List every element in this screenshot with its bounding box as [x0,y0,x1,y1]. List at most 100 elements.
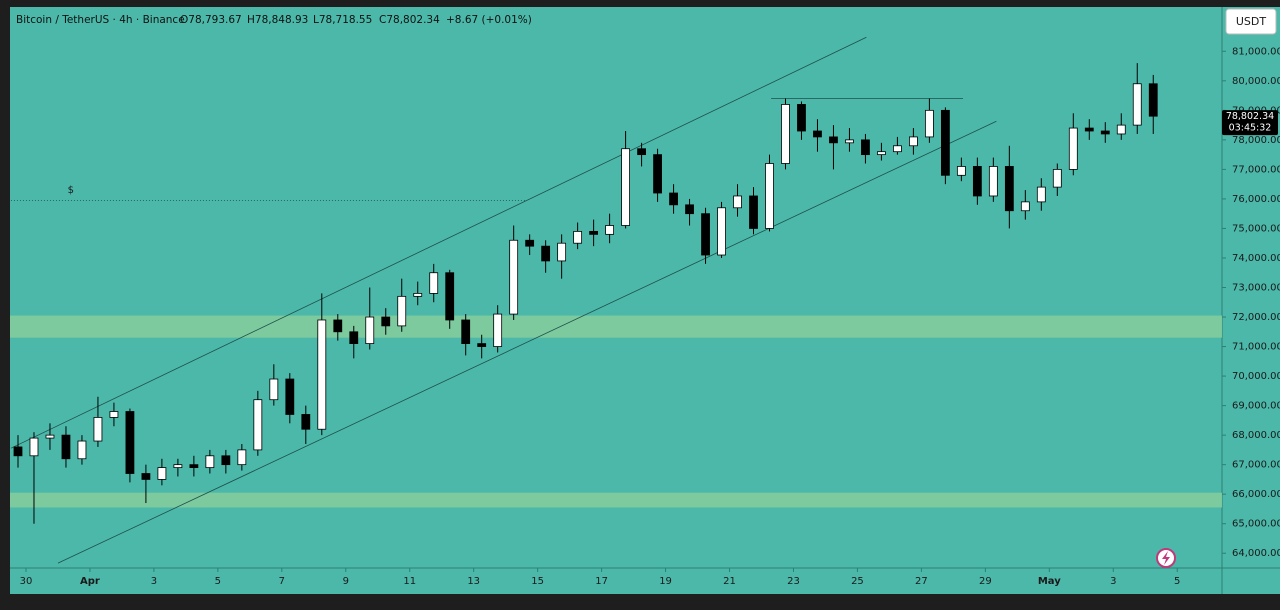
x-tick-label: 5 [1174,576,1180,587]
candle-body [109,411,119,418]
candle-body [589,230,599,235]
y-tick-label: 71,000.00 [1232,342,1280,353]
candle-body [509,239,519,315]
zone [10,492,1222,508]
candle-body [541,245,551,262]
candle-body [205,455,215,469]
candle-body [829,136,838,144]
candle-body [349,331,359,344]
candle-body [685,204,694,215]
candle-body [701,213,710,256]
price-tag-label: 78,802.34 [1226,111,1274,122]
candle-body [1052,168,1062,188]
candle-body [365,316,375,344]
candle-body [269,378,279,401]
candle-body [45,434,55,439]
symbol: Bitcoin / TetherUS · 4h · Binance [16,14,185,26]
ohlc-close: C78,802.34 [379,14,440,26]
candle-body [397,295,407,327]
candle-body [285,378,295,415]
candle-body [1100,130,1110,135]
ohlc-low: L78,718.55 [313,14,372,26]
currency-button[interactable] [1225,8,1277,35]
countdown: 03:45:32 [1229,123,1272,134]
x-tick-label: 11 [403,576,416,587]
candle-body [61,434,71,460]
x-tick-label: 7 [279,576,285,587]
candle-body [381,316,391,327]
candle-body [221,455,231,466]
candle-body [1020,201,1030,212]
candle-body [1004,166,1014,212]
y-tick-label: 64,000.00 [1232,548,1280,559]
y-tick-label: 77,000.00 [1232,164,1280,175]
candle-body [924,109,934,138]
y-tick-label: 78,000.00 [1232,135,1280,146]
x-tick-label: 21 [723,576,736,587]
candle-body [781,104,790,164]
candle-body [477,343,487,347]
x-tick-label: 15 [531,576,544,587]
x-tick-label: 13 [467,576,480,587]
candle-body [77,440,87,460]
candle-body [237,449,247,466]
price-tag [1222,110,1278,136]
candle-body [893,145,902,153]
candle-body [717,207,726,256]
y-tick-label: 75,000.00 [1232,223,1280,234]
candle-body [909,136,918,147]
y-tick-label: 76,000.00 [1232,194,1280,205]
y-tick-label: 70,000.00 [1232,371,1280,382]
x-tick-label: 3 [151,576,157,587]
candle-body [765,163,774,229]
y-tick-label: 72,000.00 [1232,312,1280,323]
candle-body [189,464,199,469]
candle-body [956,166,966,176]
candle-body [1036,186,1046,203]
candle-body [493,313,503,347]
y-tick-label: 73,000.00 [1232,283,1280,294]
candle-body [1084,127,1094,132]
currency-button-label[interactable]: USDT [1236,15,1267,28]
x-tick-label: 19 [659,576,672,587]
candle-body [333,319,343,333]
candle-body [157,467,167,480]
candle-body [301,414,311,430]
assistant-icon-bolt [1162,551,1170,565]
candle-body [525,239,535,247]
candle-body [669,192,678,206]
candle-body [141,473,151,480]
x-tick-label: 30 [20,576,33,587]
x-tick-label: Apr [80,576,100,587]
candle-body [461,319,471,344]
annotation: $ [68,185,74,196]
ohlc-open: O78,793.67 [180,14,242,26]
candle-body [429,272,439,294]
candle-body [845,139,854,144]
candle-body [733,195,742,209]
candle-body [125,411,135,474]
candle-body [253,399,263,451]
y-tick-label: 69,000.00 [1232,401,1280,412]
plot-area [10,36,1222,564]
candle-body [29,437,39,457]
candle-body [93,417,103,442]
zone [10,315,1222,338]
x-tick-label: 17 [595,576,608,587]
candle-body [653,154,662,194]
candle-body [605,225,615,235]
y-tick-label: 65,000.00 [1232,519,1280,530]
candle-body [557,242,567,262]
y-tick-label: 66,000.00 [1232,489,1280,500]
candle-body [13,446,23,457]
x-tick-label: 23 [787,576,800,587]
candle-body [573,230,583,244]
candle-body [1132,83,1142,126]
x-tick-label: 29 [979,576,992,587]
candle-body [1148,83,1158,117]
candle-body [877,151,886,156]
candle-body [173,464,183,469]
candle-body [972,166,982,197]
candle-body [988,166,998,197]
